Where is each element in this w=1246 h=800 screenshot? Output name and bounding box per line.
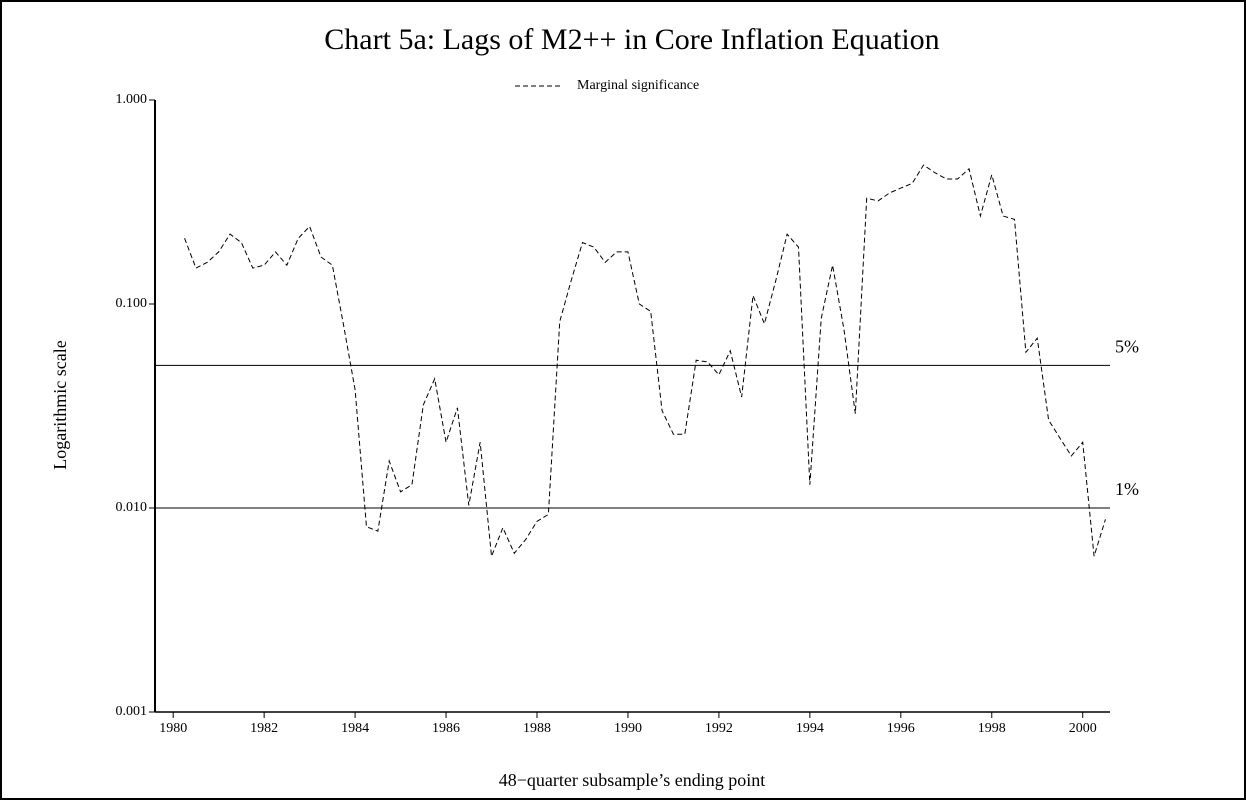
- x-tick-label: 2000: [1069, 721, 1097, 736]
- x-tick-label: 1988: [523, 721, 551, 736]
- data-line: [184, 164, 1106, 557]
- y-tick-label: 0.100: [116, 296, 148, 311]
- x-tick-label: 1992: [705, 721, 733, 736]
- x-tick-label: 1994: [796, 721, 824, 736]
- reference-label: 1%: [1115, 479, 1139, 499]
- y-axis-label: Logarithmic scale: [50, 340, 70, 469]
- x-axis-label: 48−quarter subsample’s ending point: [499, 770, 766, 790]
- legend-label: Marginal significance: [577, 78, 699, 93]
- x-tick-label: 1996: [887, 721, 915, 736]
- x-tick-label: 1990: [614, 721, 642, 736]
- x-tick-label: 1982: [250, 721, 278, 736]
- y-tick-label: 1.000: [116, 92, 148, 107]
- chart-title: Chart 5a: Lags of M2++ in Core Inflation…: [324, 23, 939, 56]
- y-tick-label: 0.001: [116, 704, 148, 719]
- x-tick-label: 1984: [341, 721, 369, 736]
- x-tick-label: 1998: [978, 721, 1006, 736]
- x-tick-label: 1980: [159, 721, 187, 736]
- reference-label: 5%: [1115, 337, 1139, 357]
- x-tick-label: 1986: [432, 721, 460, 736]
- y-tick-label: 0.010: [116, 500, 148, 515]
